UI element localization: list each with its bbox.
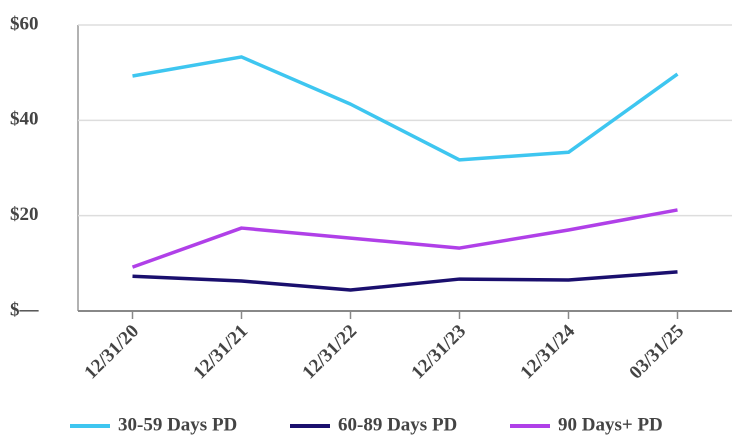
series-line [132,270,678,292]
x-tick-label: 12/31/21 [189,321,252,384]
x-tick-label: 12/31/24 [516,320,579,383]
x-tick-label: 03/31/25 [625,321,688,384]
y-tick-label: $— [10,299,40,320]
x-tick-label: 12/31/22 [298,321,361,384]
series-line [131,208,678,269]
legend-label: 60-89 Days PD [338,414,457,435]
y-tick-label: $40 [10,109,39,130]
y-tick-label: $20 [10,204,39,225]
y-tick-label: $60 [10,13,39,34]
x-tick-label: 12/31/23 [407,321,470,384]
series-line [132,55,679,162]
x-tick-label: 12/31/20 [80,321,143,384]
legend-label: 90 Days+ PD [558,414,663,435]
legend-label: 30-59 Days PD [118,414,237,435]
